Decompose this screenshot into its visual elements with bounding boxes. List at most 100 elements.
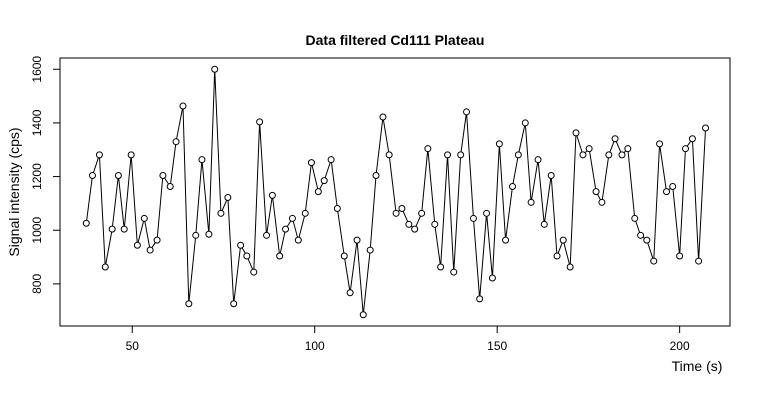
x-tick-label: 200	[670, 339, 690, 353]
data-point	[463, 108, 471, 116]
data-point	[624, 145, 632, 153]
data-point	[547, 172, 555, 180]
data-point	[366, 246, 374, 254]
data-point	[521, 119, 529, 127]
data-point	[418, 209, 426, 217]
data-point	[476, 295, 484, 303]
data-point	[488, 274, 496, 282]
data-point	[140, 214, 148, 222]
data-point	[656, 140, 664, 148]
data-point	[643, 236, 651, 244]
x-axis-label: Time (s)	[672, 358, 723, 374]
data-point	[702, 124, 710, 132]
data-point	[95, 151, 103, 159]
data-point	[192, 231, 200, 239]
data-point	[592, 188, 600, 196]
chart-title: Data filtered Cd111 Plateau	[306, 32, 485, 48]
data-point	[288, 214, 296, 222]
data-point	[618, 151, 626, 159]
data-point	[650, 257, 658, 265]
data-point	[585, 145, 593, 153]
data-point	[88, 172, 96, 180]
data-point	[514, 151, 522, 159]
data-point	[120, 225, 128, 233]
data-point	[457, 151, 465, 159]
data-point	[333, 204, 341, 212]
data-point	[483, 209, 491, 217]
data-point	[385, 151, 393, 159]
data-point	[101, 263, 109, 271]
data-point	[637, 231, 645, 239]
data-point	[153, 236, 161, 244]
x-tick-label: 50	[126, 339, 140, 353]
data-point	[314, 188, 322, 196]
data-point	[631, 214, 639, 222]
data-point	[282, 225, 290, 233]
data-point	[540, 220, 548, 228]
data-point	[405, 220, 413, 228]
data-point	[398, 204, 406, 212]
data-point	[450, 268, 458, 276]
data-point	[127, 151, 135, 159]
x-tick-label: 150	[487, 339, 507, 353]
data-point	[566, 263, 574, 271]
data-point	[663, 188, 671, 196]
data-point	[553, 252, 561, 260]
data-point	[359, 311, 367, 319]
data-point	[681, 145, 689, 153]
data-point	[605, 151, 613, 159]
data-point	[82, 219, 90, 227]
data-point	[502, 236, 510, 244]
data-point	[437, 263, 445, 271]
data-point	[108, 225, 116, 233]
data-point	[611, 135, 619, 143]
data-point	[172, 138, 180, 146]
plot-frame	[59, 57, 731, 327]
data-point	[676, 252, 684, 260]
data-point	[431, 220, 439, 228]
data-point	[346, 289, 354, 297]
data-point	[185, 300, 193, 308]
y-tick-label: 1200	[30, 163, 44, 190]
data-point	[179, 102, 187, 110]
data-point	[572, 129, 580, 137]
data-point	[268, 191, 276, 199]
data-point	[669, 183, 677, 191]
data-point	[469, 214, 477, 222]
data-point	[237, 241, 245, 249]
data-point	[444, 151, 452, 159]
data-point	[230, 300, 238, 308]
data-point	[353, 236, 361, 244]
data-point	[294, 236, 302, 244]
y-tick-label: 800	[30, 274, 44, 294]
data-point	[509, 183, 517, 191]
data-point	[114, 172, 122, 180]
data-point	[372, 172, 380, 180]
data-point	[320, 177, 328, 185]
data-point	[534, 156, 542, 164]
data-point	[527, 198, 535, 206]
data-point	[301, 209, 309, 217]
data-point	[392, 209, 400, 217]
data-point	[340, 252, 348, 260]
data-point	[256, 118, 264, 126]
data-point	[688, 135, 696, 143]
data-point	[579, 151, 587, 159]
x-tick-label: 100	[305, 339, 325, 353]
data-point	[224, 193, 232, 201]
data-point	[243, 252, 251, 260]
data-point	[411, 225, 419, 233]
data-point	[198, 156, 206, 164]
data-point	[559, 236, 567, 244]
data-point	[205, 230, 213, 238]
data-point	[327, 156, 335, 164]
data-point	[276, 252, 284, 260]
data-point	[250, 268, 258, 276]
data-point	[598, 198, 606, 206]
data-point	[211, 65, 219, 73]
data-point	[695, 257, 703, 265]
y-tick-label: 1600	[30, 56, 44, 83]
data-point	[217, 209, 225, 217]
y-axis-label: Signal intensity (cps)	[6, 127, 22, 256]
